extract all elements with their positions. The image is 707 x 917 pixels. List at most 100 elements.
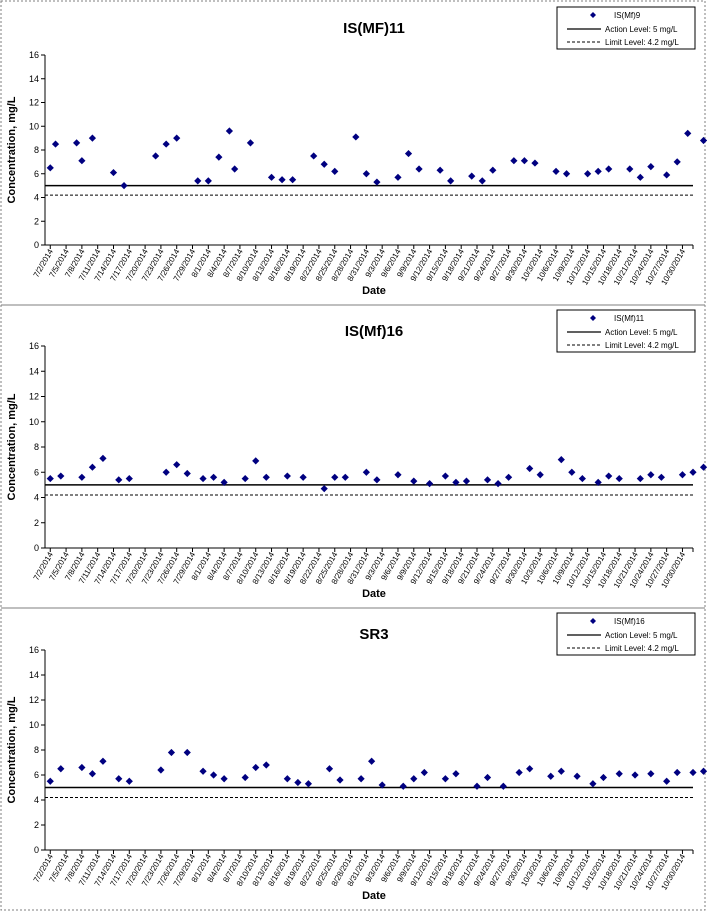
data-point	[99, 757, 107, 765]
data-point	[394, 471, 402, 479]
data-point	[215, 153, 223, 161]
data-point	[204, 177, 212, 185]
data-point	[331, 473, 339, 481]
data-point	[647, 770, 655, 778]
data-point	[494, 480, 502, 488]
legend-entry: IS(Mf)9	[614, 11, 641, 20]
y-tick-label: 16	[29, 645, 39, 655]
data-point	[57, 472, 65, 480]
data-point	[526, 464, 534, 473]
data-point	[289, 176, 297, 184]
data-point	[589, 780, 597, 788]
data-point	[410, 775, 418, 783]
data-point	[157, 766, 165, 774]
data-point	[299, 473, 307, 481]
data-point	[88, 463, 97, 471]
data-point	[373, 178, 381, 186]
data-point	[699, 767, 707, 775]
data-point	[368, 757, 376, 765]
data-point	[510, 157, 518, 165]
data-point	[689, 468, 697, 476]
data-point	[410, 477, 418, 485]
data-point	[46, 164, 54, 172]
data-point	[578, 474, 586, 483]
data-point	[320, 485, 328, 493]
data-point	[78, 157, 86, 165]
data-point	[399, 782, 407, 790]
data-point	[183, 469, 191, 478]
data-point	[51, 140, 60, 148]
data-point	[283, 775, 291, 783]
legend-entry: IS(Mf)16	[614, 617, 645, 626]
data-point	[220, 775, 228, 783]
chart-panel-1: IS(MF)11 0 2 4 6 8 10 12 14 16 Concentration, mg/L…	[6, 6, 707, 297]
data-point	[594, 478, 602, 486]
data-point	[605, 165, 613, 173]
y-tick-label: 14	[29, 670, 39, 680]
x-axis-label: Date	[362, 285, 386, 297]
data-point	[394, 173, 402, 181]
data-point	[626, 165, 634, 173]
data-point	[636, 474, 644, 483]
data-point	[220, 478, 228, 486]
data-point	[568, 468, 576, 476]
data-point	[599, 773, 608, 782]
data-point	[605, 472, 613, 480]
x-axis-label: Date	[362, 588, 386, 600]
data-point	[262, 761, 270, 769]
data-point	[631, 771, 639, 779]
data-point	[209, 771, 218, 779]
x-axis-label: Date	[362, 890, 386, 902]
data-point	[241, 773, 249, 782]
data-point	[647, 163, 655, 171]
data-point	[283, 472, 291, 480]
data-point	[462, 477, 471, 485]
y-tick-label: 14	[29, 74, 39, 84]
data-point	[194, 177, 202, 185]
chart-title: IS(Mf)16	[345, 323, 403, 340]
data-point	[415, 165, 423, 173]
y-tick-label: 8	[34, 145, 39, 155]
chart-title: IS(MF)11	[343, 20, 405, 37]
data-point	[267, 173, 276, 181]
legend-entry: IS(Mf)11	[614, 314, 645, 323]
data-point	[167, 748, 176, 757]
data-point	[689, 768, 697, 777]
data-point	[531, 159, 539, 167]
legend-entry: Limit Level: 4.2 mg/L	[605, 38, 679, 47]
y-tick-label: 8	[34, 442, 39, 452]
data-point	[199, 767, 207, 775]
data-point	[173, 134, 181, 142]
data-point	[173, 461, 181, 469]
data-point	[362, 170, 370, 178]
legend-entry: Limit Level: 4.2 mg/L	[605, 341, 679, 350]
data-point	[357, 775, 365, 783]
data-point	[557, 456, 565, 464]
y-tick-label: 16	[29, 50, 39, 60]
data-point	[647, 471, 655, 479]
data-point	[109, 168, 118, 177]
y-tick-label: 4	[34, 795, 39, 805]
y-tick-label: 4	[34, 193, 39, 203]
data-point	[441, 472, 449, 480]
y-tick-label: 4	[34, 493, 39, 503]
data-point	[657, 473, 665, 481]
data-point	[499, 782, 507, 790]
y-tick-label: 10	[29, 417, 39, 427]
y-tick-label: 2	[34, 216, 39, 226]
data-point	[209, 473, 218, 481]
data-point	[225, 127, 233, 135]
data-point	[336, 776, 344, 784]
y-tick-label: 6	[34, 770, 39, 780]
data-point	[46, 474, 54, 483]
data-point	[699, 136, 707, 145]
data-point	[378, 781, 386, 789]
y-axis-label: Concentration, mg/L	[6, 393, 18, 500]
data-point	[46, 777, 54, 785]
y-axis-label: Concentration, mg/L	[6, 696, 18, 803]
y-tick-label: 0	[34, 543, 39, 553]
data-point	[352, 133, 360, 141]
data-point	[241, 474, 249, 483]
legend-marker	[590, 12, 596, 18]
